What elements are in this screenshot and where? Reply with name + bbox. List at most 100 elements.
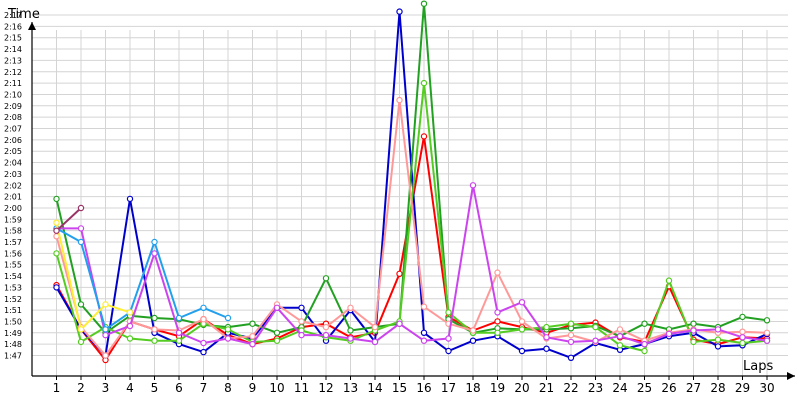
data-point: [224, 335, 232, 342]
data-point: [151, 238, 158, 246]
data-point: [420, 79, 428, 87]
data-point: [298, 318, 305, 325]
series-6: [53, 182, 771, 348]
series-line: [55, 99, 768, 357]
data-point: [322, 331, 330, 339]
grid-lines: [32, 14, 788, 376]
x-tick-label: 9: [249, 381, 257, 395]
y-tick-label: 2:01: [4, 193, 22, 202]
data-point: [102, 352, 109, 359]
data-point: [298, 304, 305, 311]
y-tick-label: 2:15: [4, 34, 22, 43]
x-tick-label: 21: [539, 381, 554, 395]
x-axis-title: Laps: [743, 359, 773, 374]
y-tick-label: 2:09: [4, 102, 22, 111]
data-point: [347, 335, 354, 342]
series-line: [55, 222, 131, 331]
data-point: [175, 329, 183, 336]
data-point: [567, 320, 575, 327]
data-point: [126, 309, 134, 316]
y-tick-labels: 1:47 1:48 1:49 1:50 1:51 1:52 1:53 1:54 1:55 1:56…: [4, 11, 22, 361]
y-tick-label: 2:04: [4, 159, 22, 168]
data-point: [714, 336, 722, 343]
data-point: [396, 96, 403, 104]
data-point: [518, 347, 526, 355]
data-point: [420, 337, 428, 344]
data-point: [273, 329, 281, 336]
x-tick-label: 17: [441, 381, 456, 395]
x-tick-labels: 1 2 3 4 5 6 7 8 9 10 11 12 13 14 15 16 17 18 19 20 21 22 23 24 2…: [53, 381, 775, 395]
data-point: [494, 329, 501, 336]
y-axis-title: Time: [7, 7, 40, 22]
data-point: [396, 8, 403, 15]
x-tick-label: 5: [151, 381, 159, 395]
data-point: [200, 304, 207, 311]
axes: [28, 22, 795, 380]
data-point: [151, 314, 158, 322]
data-point: [518, 299, 526, 306]
data-point: [151, 326, 158, 333]
data-point: [690, 327, 697, 334]
data-point: [53, 219, 60, 226]
data-point: [102, 331, 109, 339]
y-tick-label: 1:49: [4, 329, 22, 338]
y-tick-label: 1:54: [4, 272, 22, 281]
y-tick-label: 2:14: [4, 45, 22, 54]
x-tick-label: 28: [710, 381, 725, 395]
data-point: [396, 270, 403, 277]
data-point: [371, 323, 379, 331]
y-tick-label: 1:51: [4, 306, 22, 315]
data-point: [175, 314, 183, 322]
data-point: [200, 316, 207, 323]
y-tick-label: 1:52: [4, 295, 22, 304]
data-point: [543, 334, 550, 341]
data-point: [322, 323, 330, 331]
x-tick-label: 7: [200, 381, 208, 395]
data-point: [616, 342, 624, 349]
data-point: [494, 309, 501, 316]
data-point: [420, 303, 428, 310]
data-point: [641, 340, 648, 348]
data-point: [714, 326, 722, 333]
y-axis-arrow: [28, 22, 36, 30]
data-point: [543, 323, 550, 331]
data-point: [53, 284, 60, 291]
data-point: [567, 331, 575, 339]
data-point: [592, 323, 599, 331]
x-tick-label: 1: [53, 381, 61, 395]
series-9: [53, 204, 85, 234]
y-tick-label: 1:57: [4, 238, 22, 247]
series-line: [55, 207, 82, 232]
data-point: [616, 326, 624, 333]
x-axis-arrow: [787, 372, 795, 380]
data-point: [469, 337, 477, 344]
series-line: [55, 82, 768, 352]
data-point: [53, 195, 60, 203]
x-tick-label: 16: [416, 381, 431, 395]
data-point: [763, 329, 771, 336]
data-point: [739, 334, 746, 341]
data-point: [224, 314, 232, 322]
y-tick-label: 2:02: [4, 181, 22, 190]
data-point: [616, 333, 624, 340]
data-point: [249, 340, 256, 348]
data-point: [249, 333, 256, 340]
y-tick-label: 1:50: [4, 317, 22, 326]
data-point: [151, 337, 158, 344]
data-point: [690, 338, 697, 346]
data-point: [273, 304, 281, 311]
y-tick-label: 2:00: [4, 204, 22, 213]
x-tick-label: 4: [126, 381, 134, 395]
data-point: [224, 326, 232, 333]
data-point: [347, 304, 354, 311]
x-tick-label: 15: [392, 381, 407, 395]
data-point: [126, 335, 134, 342]
data-point: [518, 326, 526, 333]
data-point: [77, 238, 85, 246]
data-point: [739, 328, 746, 335]
data-point: [273, 337, 281, 344]
data-point: [739, 313, 746, 321]
series-line: [56, 227, 229, 331]
x-tick-label: 11: [294, 381, 309, 395]
